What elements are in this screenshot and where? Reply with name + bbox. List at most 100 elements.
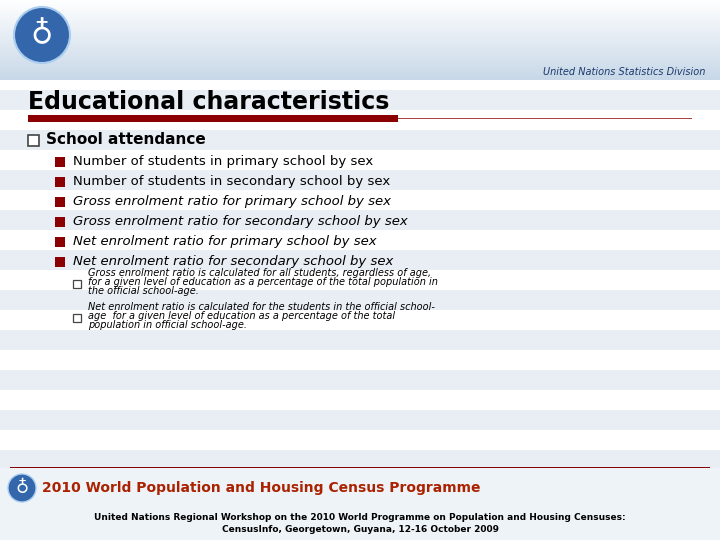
Bar bbox=[55, 177, 65, 187]
Bar bbox=[0, 90, 720, 110]
Bar bbox=[73, 314, 81, 322]
Bar bbox=[0, 52, 720, 53]
Text: for a given level of education as a percentage of the total population in: for a given level of education as a perc… bbox=[88, 277, 438, 287]
Bar bbox=[0, 1, 720, 2]
Bar bbox=[0, 9, 720, 10]
Text: ♁: ♁ bbox=[31, 21, 53, 50]
Bar bbox=[0, 32, 720, 33]
Bar bbox=[0, 4, 720, 5]
Circle shape bbox=[14, 7, 70, 63]
Bar bbox=[0, 16, 720, 17]
Text: the official school-age.: the official school-age. bbox=[88, 286, 199, 296]
Bar bbox=[0, 33, 720, 34]
Bar bbox=[0, 190, 720, 210]
Bar bbox=[0, 71, 720, 72]
Bar bbox=[0, 56, 720, 57]
Bar bbox=[0, 19, 720, 20]
Bar bbox=[0, 54, 720, 55]
Bar bbox=[0, 26, 720, 27]
Bar bbox=[55, 217, 65, 227]
Text: United Nations Regional Workshop on the 2010 World Programme on Population and H: United Nations Regional Workshop on the … bbox=[94, 514, 626, 523]
Text: Net enrolment ratio for primary school by sex: Net enrolment ratio for primary school b… bbox=[73, 235, 377, 248]
Bar bbox=[0, 250, 720, 270]
Bar bbox=[0, 72, 720, 73]
Bar bbox=[0, 39, 720, 40]
Bar bbox=[0, 17, 720, 18]
Bar bbox=[0, 21, 720, 22]
Text: Net enrolment ratio for secondary school by sex: Net enrolment ratio for secondary school… bbox=[73, 255, 393, 268]
Bar bbox=[0, 18, 720, 19]
Text: population in official school-age.: population in official school-age. bbox=[88, 320, 247, 330]
Bar bbox=[0, 57, 720, 58]
Bar bbox=[55, 197, 65, 207]
Bar bbox=[0, 450, 720, 470]
Bar bbox=[0, 370, 720, 390]
Bar bbox=[0, 210, 720, 230]
Bar bbox=[0, 66, 720, 67]
Bar bbox=[398, 118, 692, 119]
Bar bbox=[0, 3, 720, 4]
Bar bbox=[10, 467, 710, 468]
Bar bbox=[0, 110, 720, 130]
Bar bbox=[0, 22, 720, 23]
Bar bbox=[0, 10, 720, 11]
Bar bbox=[0, 77, 720, 78]
Bar bbox=[0, 23, 720, 24]
Bar bbox=[0, 65, 720, 66]
Bar bbox=[0, 2, 720, 3]
Bar bbox=[0, 38, 720, 39]
Bar bbox=[0, 0, 720, 1]
Bar bbox=[0, 36, 720, 37]
Text: ♁: ♁ bbox=[15, 479, 29, 497]
Bar bbox=[0, 63, 720, 64]
Bar bbox=[0, 6, 720, 7]
Bar bbox=[0, 390, 720, 410]
Bar bbox=[0, 410, 720, 430]
Bar bbox=[0, 35, 720, 36]
Bar bbox=[0, 25, 720, 26]
Circle shape bbox=[8, 474, 36, 502]
Bar bbox=[0, 8, 720, 9]
Text: Number of students in primary school by sex: Number of students in primary school by … bbox=[73, 156, 373, 168]
Bar bbox=[0, 79, 720, 80]
Bar bbox=[0, 28, 720, 29]
Bar bbox=[0, 49, 720, 50]
Text: age  for a given level of education as a percentage of the total: age for a given level of education as a … bbox=[88, 311, 395, 321]
Bar bbox=[0, 468, 720, 540]
Bar bbox=[0, 75, 720, 76]
Text: Gross enrolment ratio for primary school by sex: Gross enrolment ratio for primary school… bbox=[73, 195, 391, 208]
Bar bbox=[55, 237, 65, 247]
Bar bbox=[0, 330, 720, 350]
Text: School attendance: School attendance bbox=[46, 132, 206, 147]
Bar bbox=[0, 7, 720, 8]
Bar bbox=[0, 5, 720, 6]
Bar bbox=[0, 170, 720, 190]
Bar bbox=[0, 46, 720, 47]
Bar bbox=[0, 14, 720, 15]
Bar bbox=[0, 70, 720, 71]
Bar bbox=[0, 24, 720, 25]
Bar bbox=[0, 74, 720, 75]
Bar bbox=[0, 78, 720, 79]
Bar bbox=[28, 115, 398, 122]
Bar bbox=[0, 69, 720, 70]
Bar bbox=[0, 55, 720, 56]
Bar bbox=[55, 157, 65, 167]
Bar bbox=[0, 61, 720, 62]
Bar bbox=[0, 37, 720, 38]
Bar bbox=[0, 64, 720, 65]
Bar bbox=[0, 150, 720, 170]
Text: Educational characteristics: Educational characteristics bbox=[28, 90, 390, 114]
Bar bbox=[0, 62, 720, 63]
Bar bbox=[0, 68, 720, 69]
Bar bbox=[0, 48, 720, 49]
Bar bbox=[0, 15, 720, 16]
Bar bbox=[0, 67, 720, 68]
Bar bbox=[0, 34, 720, 35]
Bar bbox=[0, 76, 720, 77]
Bar bbox=[0, 47, 720, 48]
Bar bbox=[0, 29, 720, 30]
Text: Number of students in secondary school by sex: Number of students in secondary school b… bbox=[73, 176, 390, 188]
Bar bbox=[0, 310, 720, 330]
Bar bbox=[73, 280, 81, 288]
